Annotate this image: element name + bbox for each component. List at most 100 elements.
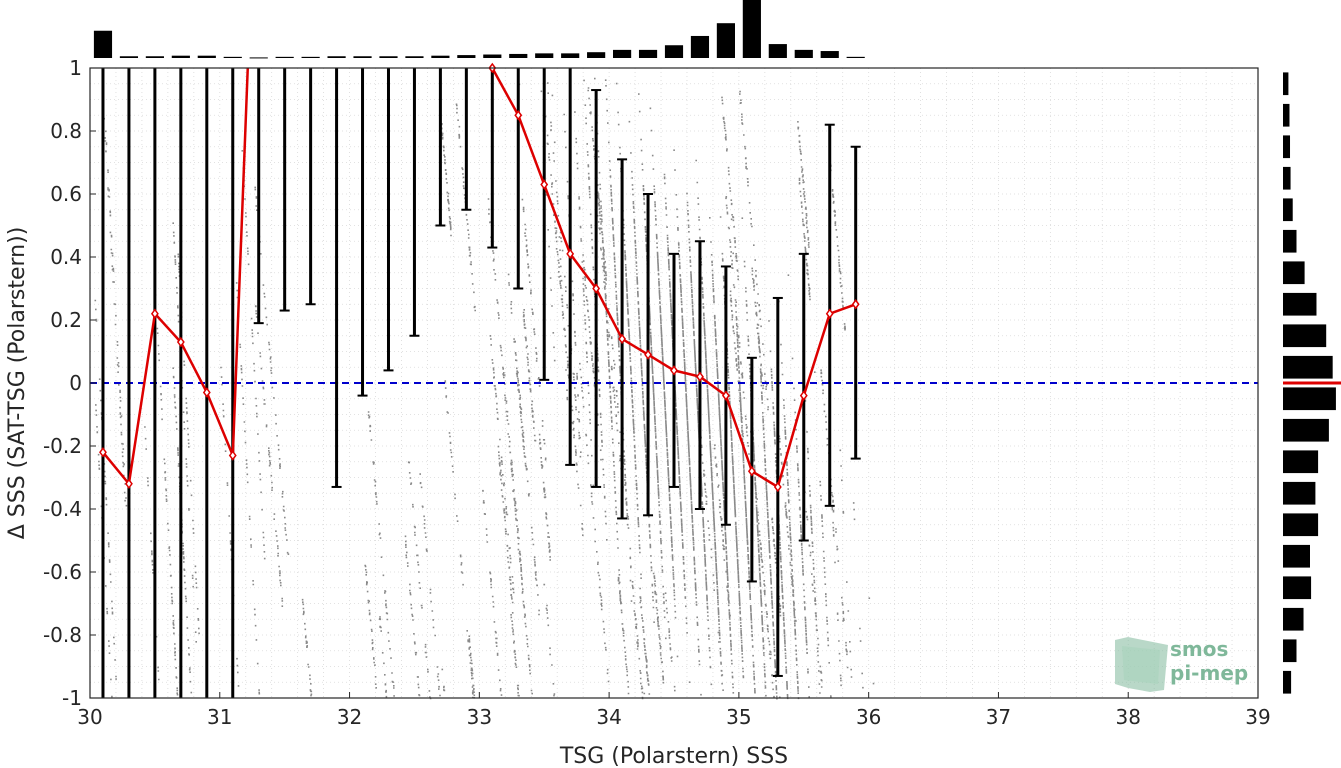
right-histogram-bar — [1283, 450, 1319, 474]
top-histogram-bar — [794, 49, 813, 58]
right-histogram-bar — [1283, 513, 1319, 537]
y-tick-label: -0.4 — [43, 497, 82, 521]
right-histogram-bar — [1283, 639, 1297, 663]
y-tick-label: -0.6 — [43, 560, 82, 584]
right-histogram-bar — [1283, 418, 1329, 442]
mean-marker — [773, 481, 782, 493]
right-histogram-bar — [1283, 166, 1291, 190]
x-tick-label: 30 — [77, 705, 102, 729]
x-tick-label: 35 — [726, 705, 751, 729]
x-tick-label: 33 — [467, 705, 492, 729]
top-histogram-bar — [379, 56, 398, 58]
top-histogram-bar — [690, 35, 710, 58]
mean-marker — [124, 478, 133, 490]
y-tick-label: 1 — [69, 56, 82, 80]
top-histogram-bar — [638, 49, 658, 58]
right-histogram-bar — [1283, 261, 1305, 285]
right-histogram-bar — [1283, 355, 1333, 379]
x-axis-title: TSG (Polarstern) SSS — [559, 744, 788, 768]
mean-marker — [176, 336, 185, 348]
top-histogram-bar — [457, 55, 476, 58]
top-histogram-bar — [197, 55, 216, 58]
mean-marker — [851, 299, 860, 310]
x-tick-label: 34 — [596, 705, 621, 729]
right-histogram-bar — [1283, 229, 1297, 253]
top-histogram-bar — [275, 56, 294, 58]
x-tick-label: 39 — [1245, 705, 1270, 729]
logo-text-pimep: pi-mep — [1170, 661, 1248, 685]
right-histogram-bar — [1283, 576, 1312, 600]
right-histogram-bar — [1283, 292, 1317, 316]
top-histogram-bar — [820, 51, 839, 58]
mean-marker — [721, 390, 730, 401]
top-histogram-bar — [93, 30, 113, 58]
mean-marker — [540, 179, 549, 190]
top-histogram-bar — [664, 45, 684, 58]
y-tick-label: 0.2 — [50, 308, 82, 332]
top-histogram-bar — [353, 56, 372, 58]
mean-series — [99, 62, 860, 493]
top-histogram-bar — [716, 23, 735, 58]
mean-marker — [696, 371, 704, 382]
top-histogram-bar — [171, 55, 190, 58]
top-histogram-bar — [535, 53, 554, 58]
mean-marker — [566, 248, 575, 260]
top-histogram-bar — [846, 56, 865, 58]
mean-marker — [592, 283, 601, 294]
top-histogram-bar — [742, 0, 761, 58]
mean-marker — [228, 450, 237, 461]
top-histogram-bar — [145, 56, 164, 58]
mean-marker — [644, 349, 652, 360]
x-tick-label: 38 — [1115, 705, 1140, 729]
top-histogram-bar — [431, 55, 450, 58]
right-histogram-bar — [1283, 544, 1310, 568]
mean-marker — [618, 333, 627, 345]
mean-marker — [202, 387, 211, 398]
right-histogram-bar — [1283, 387, 1336, 411]
top-histogram-bar — [613, 49, 632, 58]
right-histogram-bar — [1283, 198, 1293, 222]
mean-marker — [150, 308, 159, 319]
top-histogram — [93, 0, 865, 59]
x-tick-labels: 30 31 32 33 34 35 36 37 38 39 — [77, 692, 1271, 729]
right-histogram-bar — [1283, 481, 1316, 505]
top-histogram-bar — [327, 56, 346, 58]
mean-marker — [825, 308, 834, 319]
right-histogram-bar — [1283, 72, 1289, 96]
right-histogram-bar — [1283, 607, 1304, 631]
mean-line — [102, 68, 857, 489]
top-histogram-bar — [405, 56, 424, 58]
mean-marker — [799, 390, 808, 401]
right-histogram-bar — [1283, 324, 1327, 348]
y-tick-label: -0.8 — [43, 623, 82, 647]
top-histogram-bar — [561, 53, 580, 58]
top-histogram-bar — [249, 57, 268, 59]
x-tick-label: 37 — [986, 705, 1011, 729]
right-histogram-bar — [1283, 103, 1290, 127]
smos-pimep-logo: smos pi-mep — [1115, 637, 1248, 692]
y-tick-label: 0.4 — [50, 245, 82, 269]
top-histogram-bar — [587, 52, 606, 58]
mean-marker — [99, 447, 107, 458]
right-histogram-bar — [1283, 670, 1292, 694]
right-histogram — [1283, 72, 1341, 694]
y-tick-label: 0 — [69, 371, 82, 395]
y-tick-label: 0.8 — [50, 119, 82, 143]
logo-text-smos: smos — [1170, 637, 1228, 661]
top-histogram-bar — [768, 44, 787, 58]
y-tick-label: 0.6 — [50, 182, 82, 206]
mean-marker — [514, 110, 523, 121]
top-histogram-bar — [223, 56, 242, 58]
top-histogram-bar — [509, 53, 528, 58]
x-tick-label: 31 — [207, 705, 232, 729]
x-tick-label: 36 — [856, 705, 881, 729]
top-histogram-bar — [301, 56, 320, 58]
y-tick-labels: 1 0.8 0.6 0.4 0.2 0 -0.2 -0.4 -0.6 -0.8 -1 — [43, 56, 96, 710]
y-tick-label: -0.2 — [43, 434, 82, 458]
top-histogram-bar — [483, 54, 502, 58]
y-tick-label: -1 — [62, 686, 82, 710]
y-axis-title: Δ SSS (SAT-TSG (Polarstern)) — [5, 227, 30, 540]
top-histogram-bar — [119, 56, 139, 58]
mean-marker — [747, 465, 756, 477]
